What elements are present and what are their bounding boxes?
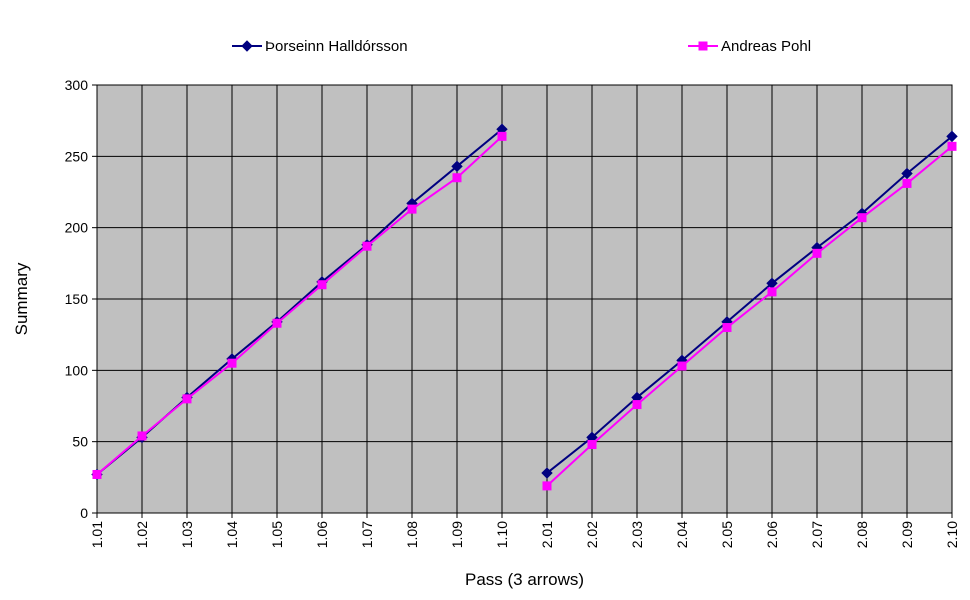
y-tick-label: 50 (72, 434, 88, 450)
x-tick-label: 1.04 (224, 521, 240, 548)
legend: Þorseinn Halldórsson Andreas Pohl (232, 38, 811, 55)
y-tick-label: 200 (65, 220, 89, 236)
data-point (362, 241, 372, 251)
x-tick-label: 1.10 (494, 521, 510, 548)
x-tick-label: 2.07 (809, 521, 825, 548)
x-tick-label: 2.06 (764, 521, 780, 548)
data-point (497, 131, 507, 141)
data-point (812, 248, 822, 258)
x-tick-label: 1.08 (404, 521, 420, 548)
legend-marker (241, 40, 253, 52)
series-layer (91, 123, 958, 491)
x-axis-title: Pass (3 arrows) (465, 570, 584, 589)
x-tick-label: 2.02 (584, 521, 600, 548)
y-tick-label: 250 (65, 148, 89, 164)
data-point (92, 469, 102, 479)
data-point (407, 204, 417, 214)
x-tick-label: 1.02 (134, 521, 150, 548)
legend-item: Andreas Pohl (688, 38, 811, 55)
data-point (946, 130, 958, 143)
data-point (542, 481, 552, 491)
data-point (137, 431, 147, 441)
data-point (272, 318, 282, 328)
y-tick-label: 300 (65, 77, 89, 93)
x-tick-label: 2.04 (674, 521, 690, 548)
x-tick-label: 1.01 (89, 521, 105, 548)
series-line (546, 145, 953, 487)
series-2 (92, 131, 957, 491)
legend-marker (698, 41, 708, 51)
x-tick-label: 1.06 (314, 521, 330, 548)
y-axis-title: Summary (12, 262, 31, 335)
data-point (451, 160, 463, 173)
x-tick-label: 2.10 (944, 521, 960, 548)
data-point (902, 178, 912, 188)
data-point (901, 167, 913, 180)
axes: 0 50 100 150 200 250 300 1.01 1.02 1.03 1.04 1.05 1.… (65, 77, 960, 548)
data-point (632, 400, 642, 410)
legend-item: Þorseinn Halldórsson (232, 38, 408, 55)
data-point (227, 358, 237, 368)
x-tick-label: 2.08 (854, 521, 870, 548)
data-point (317, 280, 327, 290)
y-tick-label: 0 (80, 505, 88, 521)
data-point (452, 173, 462, 183)
series-line (546, 135, 953, 474)
x-tick-label: 1.07 (359, 521, 375, 548)
data-point (541, 467, 553, 479)
data-point (767, 287, 777, 297)
y-tick-label: 100 (65, 362, 89, 378)
legend-label: Andreas Pohl (721, 38, 811, 55)
legend-label: Þorseinn Halldórsson (265, 38, 408, 55)
y-tick-label: 150 (65, 291, 89, 307)
x-tick-label: 2.09 (899, 521, 915, 548)
x-tick-label: 1.05 (269, 521, 285, 548)
data-point (182, 394, 192, 404)
data-point (587, 440, 597, 450)
data-point (722, 323, 732, 333)
x-tick-label: 2.01 (539, 521, 555, 548)
data-point (947, 141, 957, 151)
series-line (96, 135, 503, 476)
x-tick-label: 2.03 (629, 521, 645, 548)
x-tick-label: 1.09 (449, 521, 465, 548)
data-point (857, 213, 867, 223)
data-point (677, 361, 687, 371)
x-tick-label: 2.05 (719, 521, 735, 548)
x-tick-label: 1.03 (179, 521, 195, 548)
